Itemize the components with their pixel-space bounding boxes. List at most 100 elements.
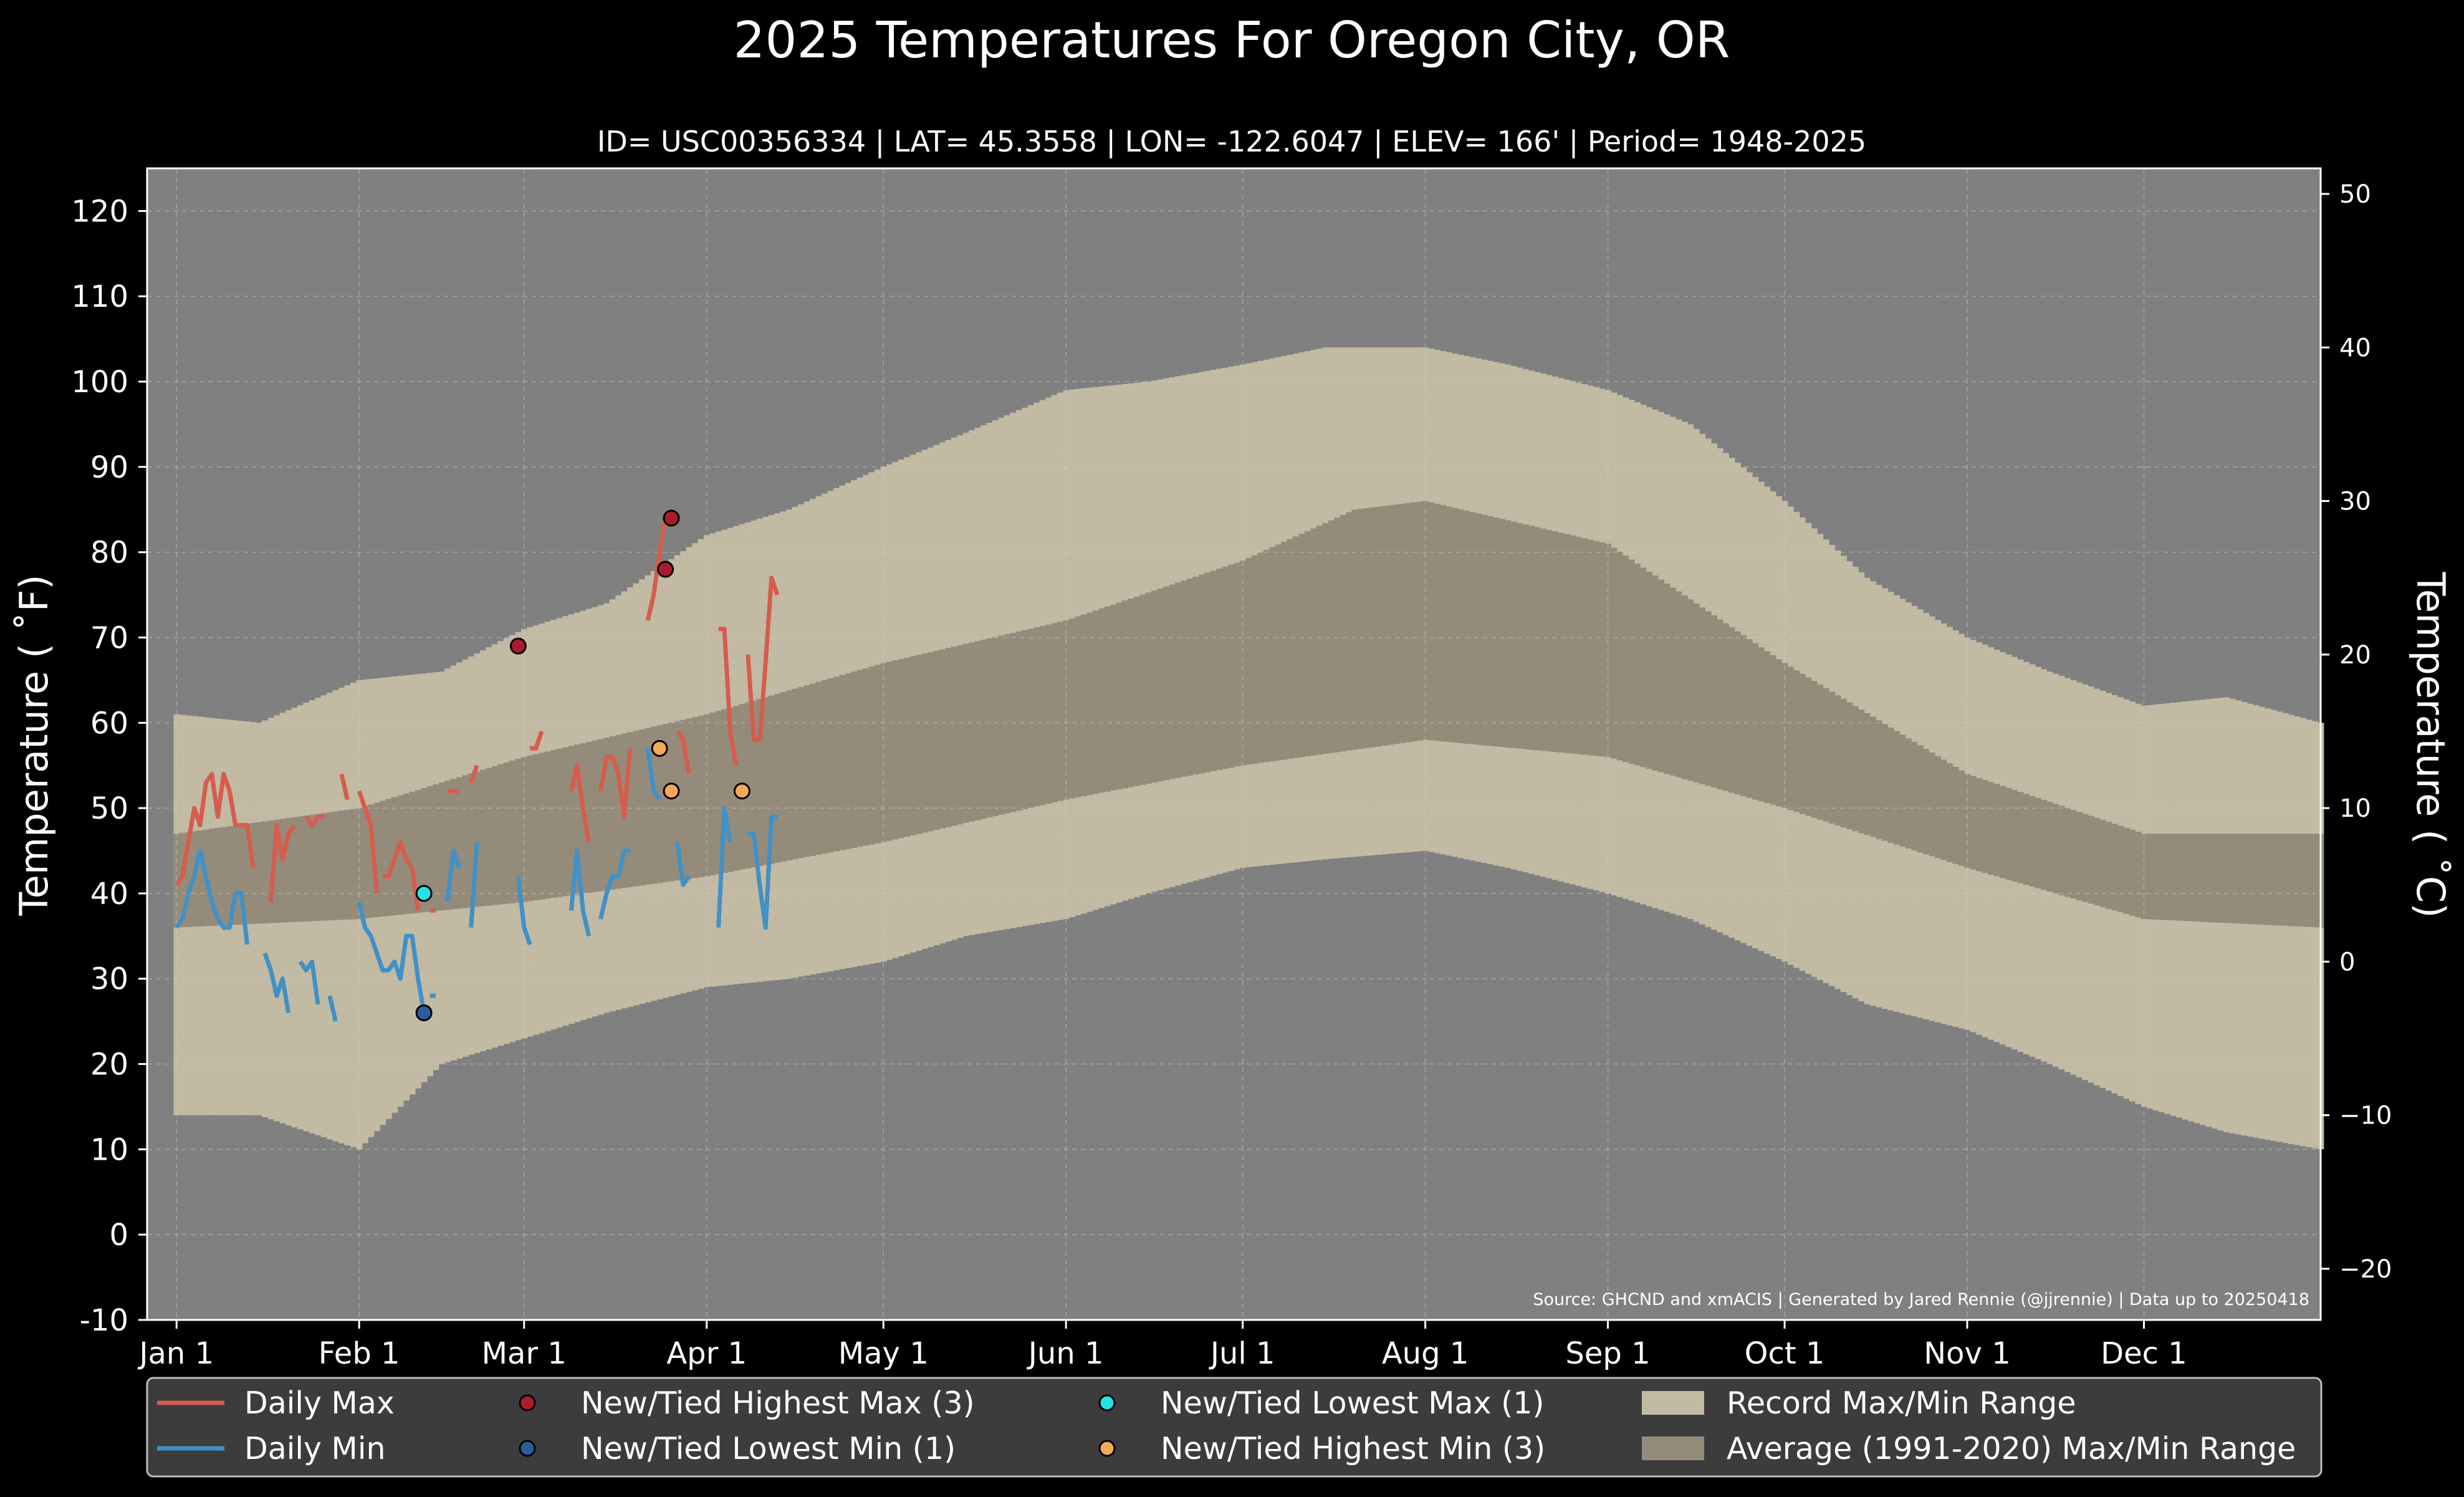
average-range-bar (1799, 673, 1806, 814)
average-range-bar (2311, 834, 2318, 928)
average-range-bar (2212, 834, 2218, 923)
average-range-bar (1198, 574, 1205, 774)
daily-max-line (745, 575, 780, 743)
average-range-bar (1623, 556, 1629, 763)
average-range-bar (544, 751, 551, 899)
daily-max-line (675, 730, 691, 774)
average-range-bar (1728, 627, 1735, 793)
legend-average-range-swatch (1642, 1437, 1704, 1460)
average-range-bar (1163, 586, 1170, 781)
average-range-bar (1775, 659, 1782, 807)
average-range-bar (615, 734, 622, 889)
y-tick-label-right: 20 (2339, 641, 2371, 670)
average-range-bar (1964, 774, 1971, 868)
average-range-bar (491, 766, 498, 905)
average-range-bar (2170, 834, 2177, 921)
average-range-bar (1381, 506, 1388, 746)
average-range-bar (1604, 543, 1611, 758)
average-range-bar (303, 816, 310, 922)
average-range-bar (1086, 612, 1093, 796)
average-range-bar (297, 816, 304, 922)
average-range-bar (1022, 630, 1028, 809)
daily-max-line (568, 763, 592, 843)
average-range-bar (757, 698, 764, 867)
average-range-bar (209, 829, 216, 926)
average-range-bar (1281, 542, 1288, 760)
average-range-bar (1746, 639, 1753, 798)
average-range-bar (1781, 663, 1788, 809)
y-tick-label-left: 40 (90, 877, 128, 912)
legend-lowest-max-swatch (1098, 1394, 1116, 1412)
y-tick-label-left: 80 (90, 536, 128, 570)
average-range-bar (1717, 619, 1723, 790)
average-range-bar (1239, 561, 1246, 766)
average-range-bar (1517, 522, 1523, 749)
average-range-bar (1151, 590, 1158, 783)
legend-lowest-min-label: New/Tied Lowest Min (1) (581, 1431, 956, 1466)
average-range-bar (1551, 531, 1558, 753)
daily-max-line (530, 730, 544, 751)
legend-record-range-swatch (1642, 1391, 1704, 1415)
average-range-bar (1640, 567, 1647, 768)
average-range-bar (1104, 606, 1111, 792)
average-range-bar (2288, 834, 2295, 927)
average-range-bar (680, 720, 687, 880)
average-range-bar (1693, 603, 1700, 783)
source-note: Source: GHCND and xmACIS | Generated by … (1533, 1290, 2309, 1309)
average-range-bar (2099, 819, 2106, 907)
x-axis: Jan 1 Feb 1 Mar 1 Apr 1 May 1 Jun 1 Jul 1 Aug 1… (137, 1320, 2187, 1371)
average-range-bar (438, 782, 445, 911)
average-range-bar (904, 657, 911, 837)
average-range-bar (627, 732, 634, 887)
legend-average-range-label: Average (1991-2020) Max/Min Range (1727, 1431, 2296, 1466)
record-range-bar (2299, 718, 2306, 1147)
average-range-bar (2223, 834, 2230, 923)
daily-min-line (716, 806, 732, 928)
legend-box (146, 1377, 2323, 1478)
average-range-bar (521, 757, 528, 902)
average-range-bar (1445, 506, 1452, 743)
daily-min-line (568, 849, 592, 937)
average-range-bar (2123, 827, 2130, 914)
x-tick-label: Mar 1 (482, 1336, 567, 1371)
average-range-bar (1893, 731, 1900, 845)
average-range-bar (1876, 720, 1882, 839)
average-range-bar (1133, 596, 1140, 786)
average-range-bar (2053, 804, 2059, 893)
average-range-bar (262, 821, 269, 924)
average-range-bar (2159, 834, 2165, 920)
average-range-bar (1340, 514, 1346, 752)
average-range-bar (1263, 550, 1270, 763)
average-range-bar (1469, 512, 1476, 744)
average-range-bar (1116, 602, 1123, 790)
average-range-bar (1487, 516, 1493, 746)
average-range-bar (886, 662, 893, 841)
highest-max-marker (663, 509, 680, 527)
average-range-bar (1510, 521, 1517, 748)
daily-max-line (469, 764, 479, 784)
average-range-bar (2306, 834, 2313, 927)
daily-max-line (598, 748, 633, 819)
daily-min-line (327, 995, 338, 1022)
daily-min-line (747, 814, 778, 930)
average-range-bar (2140, 834, 2147, 919)
average-range-bar (539, 753, 545, 900)
average-range-bar (863, 668, 870, 846)
average-range-bar (2082, 814, 2089, 902)
average-range-bar (1858, 710, 1865, 834)
average-range-bar (2246, 834, 2253, 925)
lowest-min-marker (415, 1004, 433, 1021)
average-range-bar (1652, 575, 1659, 771)
average-range-bar (880, 663, 887, 842)
average-range-bar (845, 673, 851, 849)
average-range-bar (1758, 647, 1765, 802)
average-range-bar (1051, 623, 1058, 802)
y-tick-label-right: 50 (2339, 180, 2371, 209)
average-range-bar (1805, 677, 1812, 816)
average-range-bar (1210, 570, 1217, 771)
average-range-bar (1817, 684, 1824, 820)
average-range-bar (1787, 667, 1794, 811)
average-range-bar (1970, 776, 1977, 870)
average-range-bar (1033, 627, 1040, 807)
